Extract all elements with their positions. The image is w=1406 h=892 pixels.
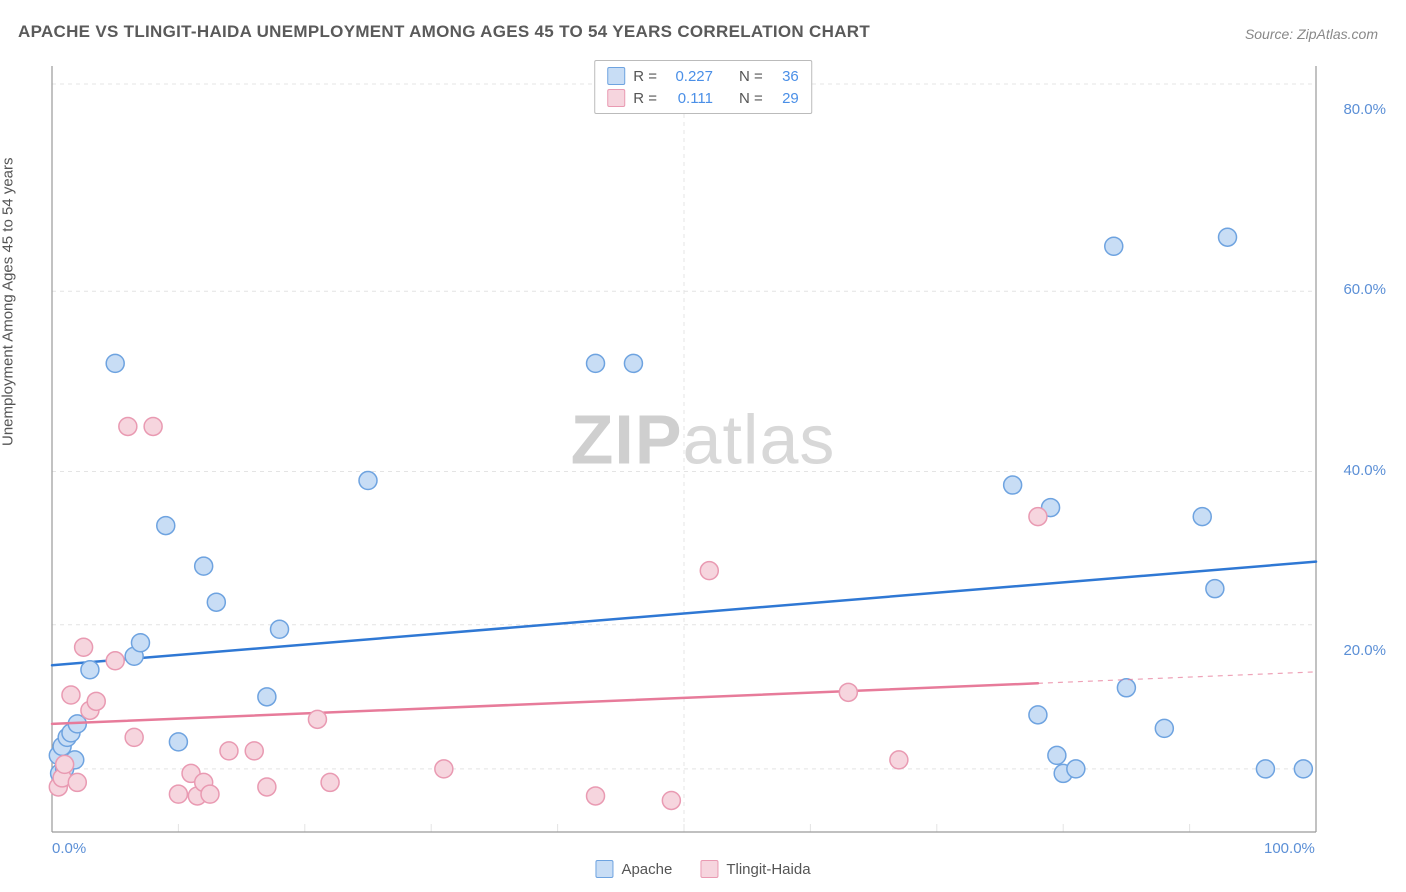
legend-label-apache: Apache <box>621 861 672 878</box>
y-tick-label: 60.0% <box>1343 281 1386 298</box>
series-legend: Apache Tlingit-Haida <box>595 860 810 878</box>
scatter-plot-svg <box>50 56 1386 840</box>
y-tick-label: 20.0% <box>1343 642 1386 659</box>
stats-row-apache: R = 0.227 N = 36 <box>607 65 799 87</box>
swatch-apache-icon <box>607 67 625 85</box>
plot-area <box>50 56 1386 840</box>
swatch-apache-icon <box>595 860 613 878</box>
swatch-tlingit-icon <box>700 860 718 878</box>
r-label: R = <box>633 90 657 107</box>
legend-item-apache: Apache <box>595 860 672 878</box>
r-value-tlingit: 0.111 <box>665 90 713 107</box>
source-attribution: Source: ZipAtlas.com <box>1245 26 1378 42</box>
y-axis-label: Unemployment Among Ages 45 to 54 years <box>0 157 17 446</box>
swatch-tlingit-icon <box>607 89 625 107</box>
x-tick-label: 100.0% <box>1264 840 1315 857</box>
n-label: N = <box>739 90 763 107</box>
y-tick-label: 80.0% <box>1343 101 1386 118</box>
chart-title: APACHE VS TLINGIT-HAIDA UNEMPLOYMENT AMO… <box>18 22 870 42</box>
stats-legend: R = 0.227 N = 36 R = 0.111 N = 29 <box>594 60 812 114</box>
n-label: N = <box>739 68 763 85</box>
n-value-tlingit: 29 <box>771 90 799 107</box>
n-value-apache: 36 <box>771 68 799 85</box>
legend-item-tlingit: Tlingit-Haida <box>700 860 810 878</box>
r-value-apache: 0.227 <box>665 68 713 85</box>
r-label: R = <box>633 68 657 85</box>
y-tick-label: 40.0% <box>1343 462 1386 479</box>
stats-row-tlingit: R = 0.111 N = 29 <box>607 87 799 109</box>
x-tick-label: 0.0% <box>52 840 86 857</box>
legend-label-tlingit: Tlingit-Haida <box>726 861 810 878</box>
